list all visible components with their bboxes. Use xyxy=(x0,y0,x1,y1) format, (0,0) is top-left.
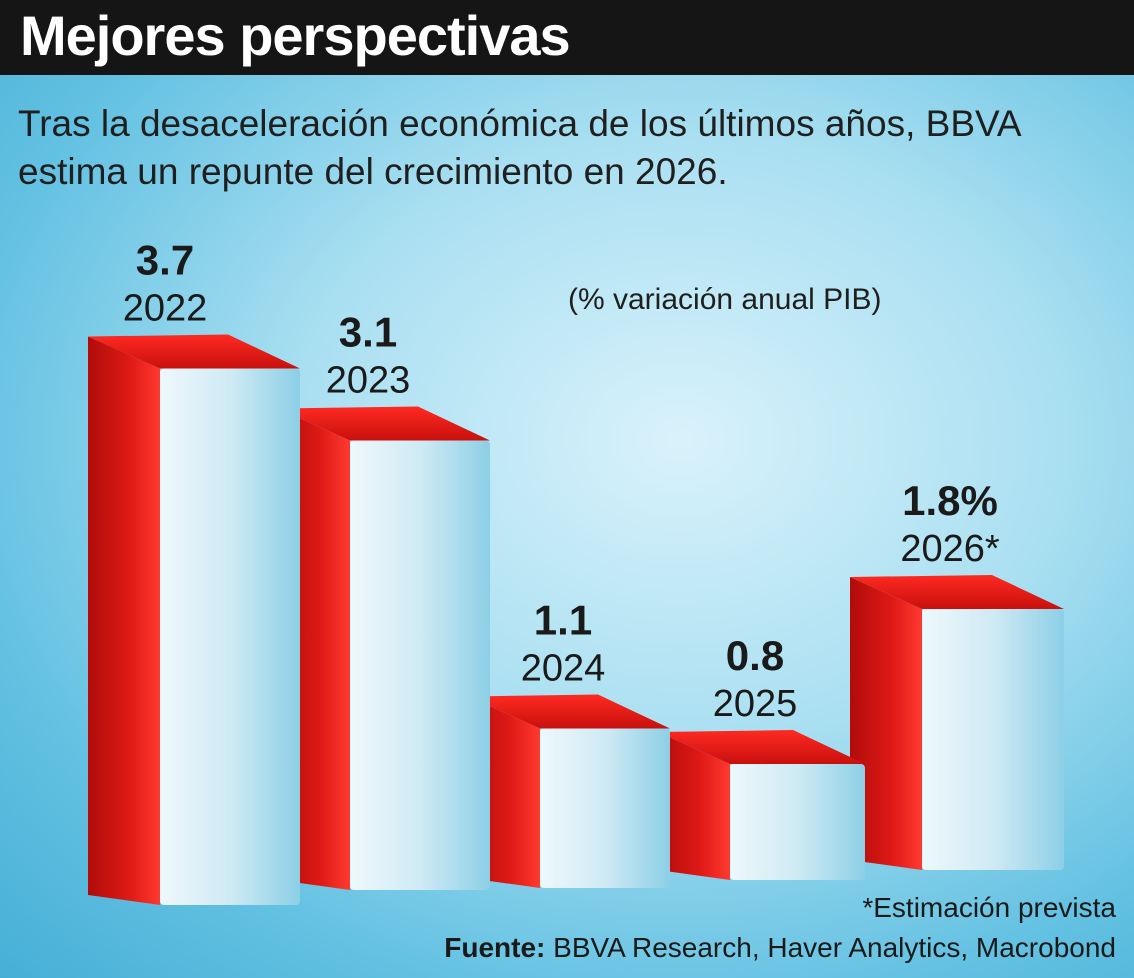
bar-top-face xyxy=(88,334,300,369)
value-label: 1.8% xyxy=(902,477,998,524)
bar-2022 xyxy=(88,334,300,905)
bar-side-face xyxy=(658,732,730,880)
unit-note: (% variación anual PIB) xyxy=(568,283,882,316)
value-label: 3.7 xyxy=(136,237,194,284)
bar-front-face xyxy=(350,440,490,890)
value-label: 0.8 xyxy=(726,632,784,679)
category-label: 2023 xyxy=(326,360,411,402)
footnote: *Estimación prevista xyxy=(862,892,1116,923)
bar-front-face xyxy=(160,368,300,905)
bar-front-face xyxy=(922,609,1064,870)
category-label: 2022 xyxy=(123,288,208,330)
bar-front-face xyxy=(730,764,865,880)
source-text: BBVA Research, Haver Analytics, Macrobon… xyxy=(545,932,1116,963)
category-label: 2024 xyxy=(521,648,606,690)
header-bar: Mejores perspectivas xyxy=(0,0,1134,75)
bar-top-face xyxy=(850,575,1064,609)
source-line: Fuente: BBVA Research, Haver Analytics, … xyxy=(444,930,1116,966)
bar-side-face xyxy=(850,577,922,870)
bar-top-face xyxy=(278,406,490,441)
bar-2026 xyxy=(850,575,1064,870)
value-label: 3.1 xyxy=(339,309,397,356)
bar-side-face xyxy=(88,336,160,905)
bar-2023 xyxy=(278,406,490,890)
bar-2025 xyxy=(658,730,865,880)
subtitle: Tras la desaceleración económica de los … xyxy=(18,103,1020,192)
bar-top-face xyxy=(468,694,670,729)
source-label: Fuente: xyxy=(444,932,546,963)
value-label: 1.1 xyxy=(534,597,592,644)
category-label: 2025 xyxy=(713,683,798,725)
bar-2024 xyxy=(468,694,670,888)
category-label: 2026* xyxy=(900,528,1000,570)
bar-front-face xyxy=(540,728,670,888)
page-title: Mejores perspectivas xyxy=(20,4,571,67)
bar-top-face xyxy=(658,730,865,764)
